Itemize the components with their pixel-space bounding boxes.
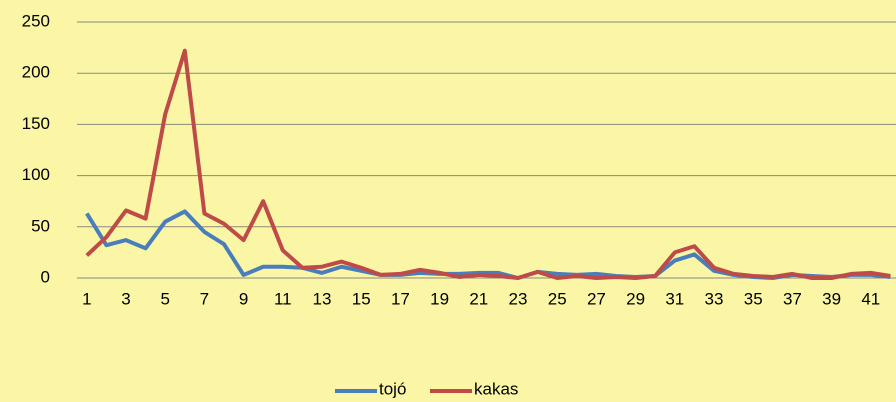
x-tick-label: 7 bbox=[200, 289, 209, 308]
x-tick-label: 19 bbox=[430, 289, 449, 308]
x-tick-label: 13 bbox=[313, 289, 332, 308]
line bbox=[85, 209, 891, 280]
legend-label: tojó bbox=[379, 379, 406, 398]
y-tick-label: 250 bbox=[22, 11, 50, 30]
x-tick-label: 35 bbox=[744, 289, 763, 308]
x-tick-label: 31 bbox=[665, 289, 684, 308]
legend-label: kakas bbox=[474, 379, 518, 398]
line bbox=[85, 48, 891, 280]
x-tick-label: 17 bbox=[391, 289, 410, 308]
y-tick-label: 0 bbox=[41, 267, 50, 286]
y-tick-label: 50 bbox=[31, 216, 50, 235]
x-tick-label: 1 bbox=[82, 289, 91, 308]
x-tick-label: 21 bbox=[469, 289, 488, 308]
x-tick-label: 25 bbox=[548, 289, 567, 308]
x-tick-label: 37 bbox=[783, 289, 802, 308]
y-tick-label: 200 bbox=[22, 63, 50, 82]
x-tick-label: 15 bbox=[352, 289, 371, 308]
y-tick-label: 150 bbox=[22, 114, 50, 133]
x-tick-label: 41 bbox=[861, 289, 880, 308]
x-tick-label: 9 bbox=[239, 289, 248, 308]
x-tick-label: 5 bbox=[160, 289, 169, 308]
x-tick-label: 11 bbox=[274, 289, 292, 308]
x-tick-label: 39 bbox=[822, 289, 841, 308]
x-tick-label: 23 bbox=[509, 289, 528, 308]
x-tick-label: 29 bbox=[626, 289, 645, 308]
x-tick-label: 33 bbox=[705, 289, 724, 308]
y-tick-label: 100 bbox=[22, 165, 50, 184]
x-tick-label: 3 bbox=[121, 289, 130, 308]
x-tick-label: 27 bbox=[587, 289, 606, 308]
